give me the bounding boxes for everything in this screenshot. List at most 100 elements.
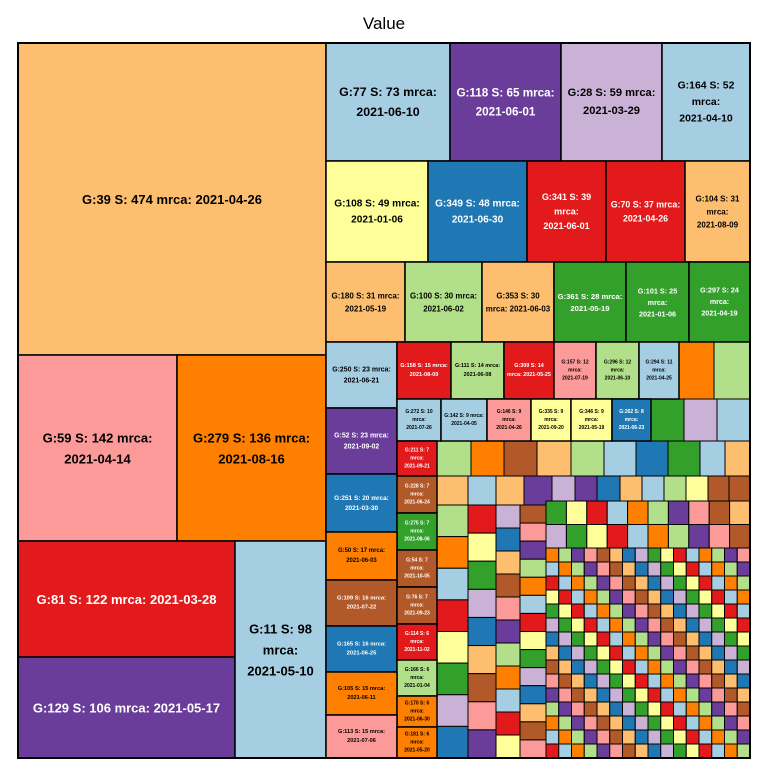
treemap-cell-small bbox=[647, 589, 662, 605]
treemap-cell-label: G:76 S: 7 mrca: 2021-09-23 bbox=[404, 595, 430, 617]
treemap-cell-small bbox=[647, 701, 662, 717]
treemap-cell-small bbox=[436, 567, 469, 601]
treemap-cell-small bbox=[609, 659, 623, 675]
treemap-cell-small bbox=[536, 440, 572, 477]
treemap-cell-small bbox=[685, 659, 700, 675]
treemap-cell-small bbox=[647, 561, 662, 577]
treemap-cell-small bbox=[519, 721, 547, 741]
treemap-cell-label: G:50 S: 17 mrca: 2021-06-03 bbox=[338, 548, 385, 564]
treemap-cell-small bbox=[622, 589, 636, 605]
treemap-cell-label: G:346 S: 9 mrca: 2021-05-19 bbox=[579, 409, 605, 431]
treemap-cell-small bbox=[736, 701, 751, 717]
treemap-cell-small bbox=[736, 729, 751, 745]
treemap-cell-small bbox=[724, 743, 738, 759]
treemap-cell-small bbox=[609, 547, 623, 563]
treemap-cell bbox=[553, 341, 597, 400]
treemap-cell-small bbox=[673, 673, 687, 689]
treemap-cell-small bbox=[467, 616, 497, 647]
treemap-cell bbox=[325, 160, 429, 263]
treemap-cell-small bbox=[609, 603, 623, 619]
treemap-cell bbox=[684, 160, 751, 263]
treemap-cell-small bbox=[647, 524, 669, 549]
treemap-cell-small bbox=[698, 603, 713, 619]
treemap-cell-small bbox=[711, 687, 725, 703]
treemap-cell-label: G:181 S: 6 mrca: 2021-05-20 bbox=[404, 732, 430, 754]
treemap-cell-label: G:28 S: 59 mrca: 2021-03-29 bbox=[568, 87, 656, 117]
treemap-cell-small bbox=[660, 603, 674, 619]
chart-title: Value bbox=[362, 14, 406, 33]
treemap-cell-small bbox=[622, 631, 636, 647]
treemap-cell-small bbox=[660, 631, 674, 647]
treemap-cell-label: G:81 S: 122 mrca: 2021-03-28 bbox=[37, 592, 217, 607]
treemap-cell-small bbox=[583, 743, 598, 759]
treemap-cell-small bbox=[622, 701, 636, 717]
treemap-cell-small bbox=[627, 524, 649, 549]
treemap-cell bbox=[325, 625, 398, 673]
treemap-cell-small bbox=[685, 603, 700, 619]
treemap-cell bbox=[481, 261, 555, 343]
treemap-cell-small bbox=[519, 504, 547, 524]
treemap-cell bbox=[325, 473, 398, 533]
treemap-cell-label: G:275 S: 7 mrca: 2021-08-06 bbox=[404, 521, 430, 543]
treemap-cell-small bbox=[707, 475, 730, 502]
treemap-cell-label: G:251 S: 20 mrca: 2021-03-30 bbox=[334, 494, 389, 511]
treemap-cell-small bbox=[609, 617, 623, 633]
treemap-cell-small bbox=[660, 575, 674, 591]
treemap-cell-label: G:297 S: 24 mrca: 2021-04-19 bbox=[700, 287, 739, 318]
treemap-cell bbox=[325, 407, 398, 475]
treemap-cell-small bbox=[571, 617, 585, 633]
treemap-cell-small bbox=[678, 341, 715, 400]
treemap-cell bbox=[396, 549, 438, 588]
treemap-cell bbox=[611, 398, 652, 442]
treemap-cell-small bbox=[495, 596, 521, 621]
treemap-cell-small bbox=[558, 659, 572, 675]
treemap-cell-small bbox=[698, 645, 713, 661]
treemap-cell-small bbox=[673, 603, 687, 619]
treemap-cell-small bbox=[583, 645, 598, 661]
treemap-cell-small bbox=[583, 603, 598, 619]
treemap-cell-small bbox=[660, 729, 674, 745]
treemap-cell-small bbox=[622, 561, 636, 577]
treemap-cell-small bbox=[495, 475, 525, 506]
treemap-cell-small bbox=[609, 631, 623, 647]
treemap-cell-small bbox=[558, 631, 572, 647]
treemap-cell-small bbox=[467, 475, 497, 506]
treemap-cell-small bbox=[711, 575, 725, 591]
treemap-cell-small bbox=[571, 701, 585, 717]
treemap-cell-small bbox=[622, 575, 636, 591]
treemap-cell-small bbox=[634, 687, 649, 703]
treemap-cell bbox=[450, 341, 505, 400]
treemap-cell-label: G:113 S: 15 mrca: 2021-07-06 bbox=[338, 729, 385, 744]
treemap-cell-small bbox=[609, 673, 623, 689]
treemap-cell-small bbox=[634, 673, 649, 689]
treemap-cell-label: G:211 S: 7 mrca: 2021-09-21 bbox=[404, 448, 430, 470]
treemap-cell-small bbox=[622, 617, 636, 633]
treemap-cell-small bbox=[685, 547, 700, 563]
treemap-cell-small bbox=[685, 687, 700, 703]
treemap-cell-small bbox=[551, 475, 576, 502]
treemap-cell-small bbox=[688, 500, 710, 525]
treemap-cell-small bbox=[558, 603, 572, 619]
treemap-cell-label: G:158 S: 15 mrca: 2021-08-09 bbox=[400, 363, 448, 378]
treemap-cell-label: G:142 S: 9 mrca: 2021-04-05 bbox=[444, 413, 484, 427]
treemap-cell-label: G:296 S: 12 mrca: 2021-06-10 bbox=[604, 359, 632, 381]
treemap-cell-small bbox=[609, 729, 623, 745]
treemap-cell-small bbox=[571, 575, 585, 591]
treemap-cell-small bbox=[545, 701, 560, 717]
treemap-cell-small bbox=[558, 701, 572, 717]
treemap-cell bbox=[325, 531, 398, 581]
treemap-cell-small bbox=[519, 522, 547, 542]
treemap-cell-small bbox=[436, 599, 469, 632]
treemap-cell-small bbox=[596, 673, 611, 689]
treemap-cell-small bbox=[736, 617, 751, 633]
treemap-cell-small bbox=[519, 540, 547, 560]
treemap-cell-small bbox=[660, 715, 674, 731]
treemap-cell-small bbox=[571, 561, 585, 577]
treemap-cell bbox=[427, 160, 528, 263]
treemap-cell-label: G:349 S: 48 mrca: 2021-06-30 bbox=[435, 198, 520, 225]
treemap-cell bbox=[503, 341, 555, 400]
treemap-cell-label: G:100 S: 30 mrca: 2021-06-02 bbox=[410, 291, 477, 313]
treemap-cell-small bbox=[634, 575, 649, 591]
treemap-cell-label: G:54 S: 7 mrca: 2021-10-05 bbox=[404, 558, 430, 580]
treemap-cell-label: G:101 S: 25 mrca: 2021-01-06 bbox=[638, 286, 678, 318]
